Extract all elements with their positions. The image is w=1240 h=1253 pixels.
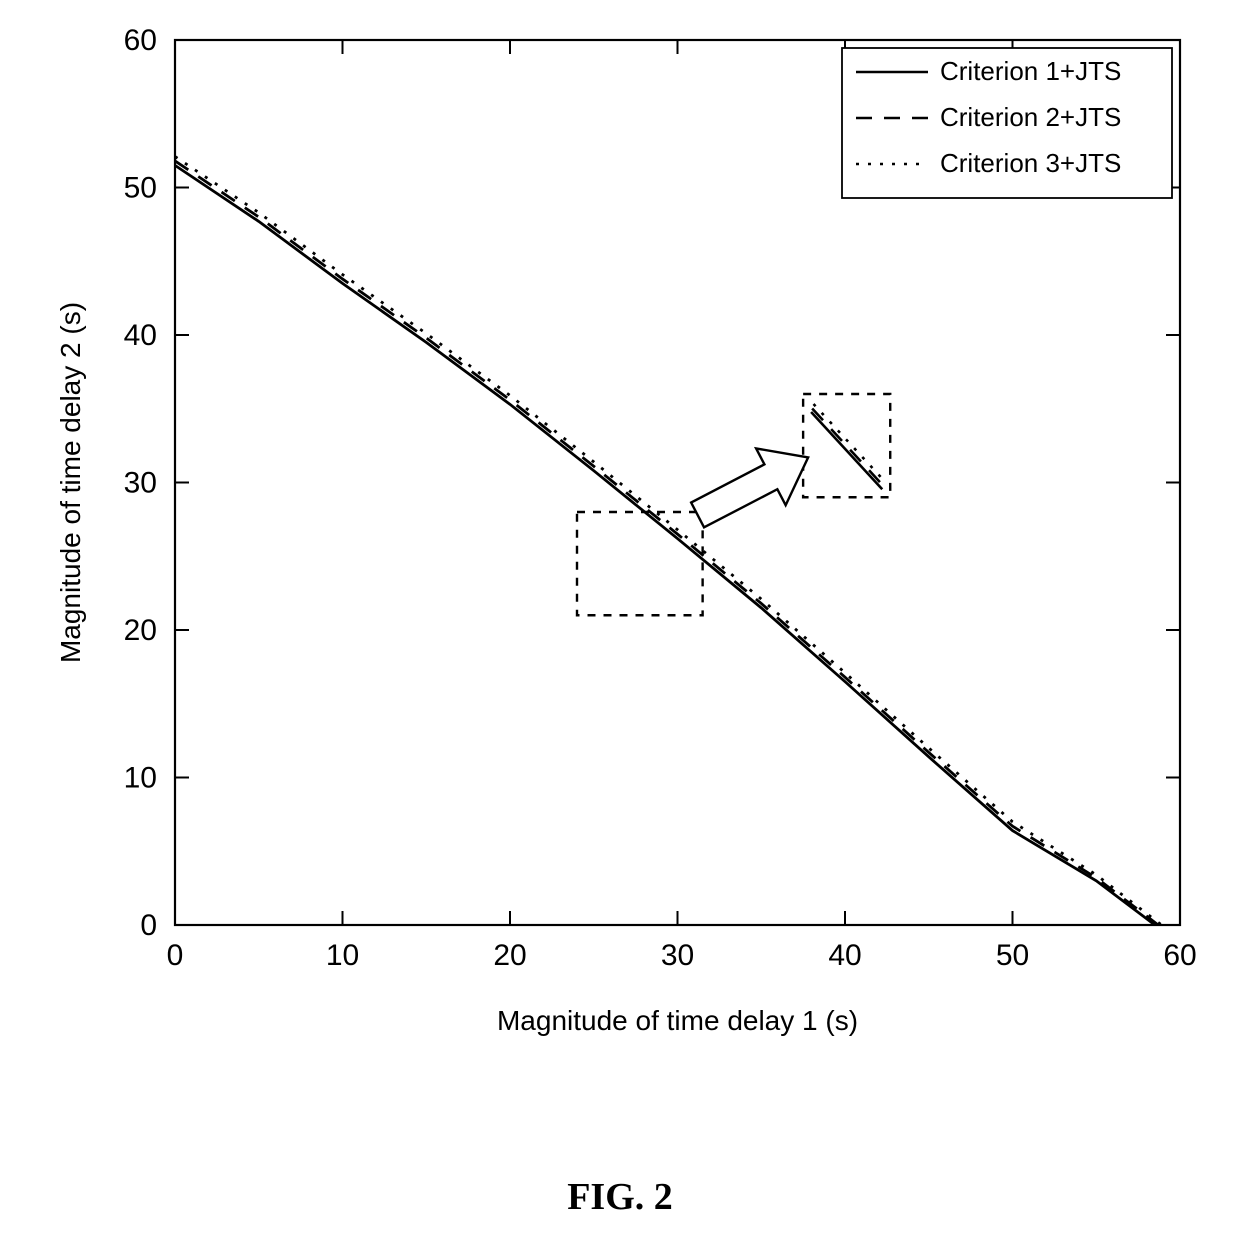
page-root: 0 10 20 30 40 50 60 0 10 20 30 40 50 60 Magnitude of t…	[0, 0, 1240, 1253]
x-tick-label: 0	[167, 939, 184, 972]
y-tick-label: 60	[124, 25, 157, 57]
legend-label: Criterion 1+JTS	[940, 56, 1121, 86]
arrow-callout	[691, 448, 808, 527]
x-tick-label: 60	[1163, 939, 1196, 972]
annotation-rect	[577, 512, 703, 615]
line-chart: 0 10 20 30 40 50 60 0 10 20 30 40 50 60 Magnitude of t…	[40, 25, 1200, 1085]
x-tick-label: 30	[661, 939, 694, 972]
y-tick-label: 30	[124, 467, 157, 500]
y-tick-label: 0	[140, 909, 157, 942]
series-line	[175, 165, 1155, 925]
y-axis-label: Magnitude of time delay 2 (s)	[55, 302, 86, 663]
y-tick-label: 10	[124, 762, 157, 795]
series-line	[175, 157, 1162, 925]
figure-caption: FIG. 2	[0, 1175, 1240, 1219]
x-tick-label: 20	[493, 939, 526, 972]
x-tick-label: 10	[326, 939, 359, 972]
series-group	[175, 157, 1162, 925]
inset-rect	[803, 394, 890, 497]
y-tick-label: 50	[124, 172, 157, 205]
series-line	[175, 161, 1158, 925]
x-axis-label: Magnitude of time delay 1 (s)	[497, 1005, 858, 1036]
legend-label: Criterion 2+JTS	[940, 102, 1121, 132]
x-tick-label: 50	[996, 939, 1029, 972]
y-tick-label: 20	[124, 614, 157, 647]
y-tick-label: 40	[124, 319, 157, 352]
x-tick-label: 40	[828, 939, 861, 972]
legend-label: Criterion 3+JTS	[940, 148, 1121, 178]
chart-container: 0 10 20 30 40 50 60 0 10 20 30 40 50 60 Magnitude of t…	[40, 25, 1200, 1085]
